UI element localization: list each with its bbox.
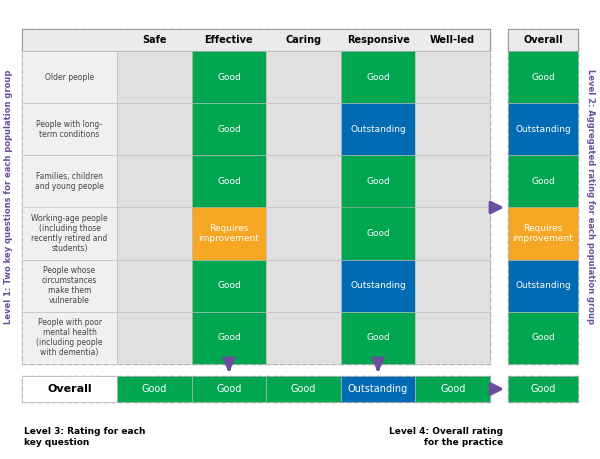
Text: Requires
improvement: Requires improvement (512, 224, 574, 243)
Bar (266, 376, 341, 402)
Text: Good: Good (531, 73, 555, 82)
Text: Outstanding: Outstanding (515, 125, 571, 134)
Bar (191, 155, 266, 207)
Bar (22, 155, 117, 207)
Bar (191, 260, 266, 312)
Text: People with poor
mental health
(including people
with dementia): People with poor mental health (includin… (36, 319, 103, 358)
Text: Older people: Older people (45, 73, 94, 82)
Text: Good: Good (216, 384, 242, 394)
Text: Level 3: Rating for each
key question: Level 3: Rating for each key question (24, 427, 146, 447)
Text: Level 1: Two key questions for each population group: Level 1: Two key questions for each popu… (4, 69, 14, 324)
Text: Overall: Overall (523, 35, 563, 45)
Text: People with long-
term conditions: People with long- term conditions (37, 120, 103, 139)
Text: Good: Good (530, 384, 556, 394)
Bar (191, 376, 266, 402)
Bar (508, 312, 578, 364)
Text: Families, children
and young people: Families, children and young people (35, 172, 104, 191)
Bar (341, 155, 415, 207)
Bar (415, 260, 490, 312)
Bar (22, 103, 117, 155)
Text: Safe: Safe (142, 35, 167, 45)
Text: People whose
circumstances
make them
vulnerable: People whose circumstances make them vul… (42, 266, 97, 305)
Bar (22, 376, 117, 402)
Bar (22, 312, 117, 364)
Text: Well-led: Well-led (430, 35, 475, 45)
Bar (22, 207, 117, 260)
Bar (341, 312, 415, 364)
Bar (266, 51, 341, 103)
Text: Outstanding: Outstanding (348, 384, 408, 394)
Bar (191, 103, 266, 155)
Bar (415, 51, 490, 103)
Bar (266, 312, 341, 364)
Text: Outstanding: Outstanding (350, 281, 406, 290)
Bar (341, 103, 415, 155)
Bar (266, 103, 341, 155)
Text: Effective: Effective (205, 35, 253, 45)
Text: Good: Good (366, 177, 390, 186)
Text: Working-age people
(including those
recently retired and
students): Working-age people (including those rece… (31, 214, 108, 253)
Bar (508, 155, 578, 207)
Bar (415, 103, 490, 155)
Text: Good: Good (142, 384, 167, 394)
Bar (191, 312, 266, 364)
Bar (266, 207, 341, 260)
Bar (117, 312, 191, 364)
Text: Level 4: Overall rating
for the practice: Level 4: Overall rating for the practice (389, 427, 503, 447)
Bar (117, 207, 191, 260)
Bar (415, 155, 490, 207)
Text: Good: Good (217, 73, 241, 82)
Bar (341, 51, 415, 103)
Text: Outstanding: Outstanding (515, 281, 571, 290)
Bar (266, 155, 341, 207)
Bar (415, 207, 490, 260)
Text: Responsive: Responsive (347, 35, 410, 45)
Bar (508, 51, 578, 103)
Bar (266, 260, 341, 312)
Bar (117, 260, 191, 312)
Text: Good: Good (531, 333, 555, 342)
Bar (22, 260, 117, 312)
Bar (508, 29, 578, 51)
Text: Good: Good (440, 384, 466, 394)
Bar (191, 207, 266, 260)
Bar (117, 376, 191, 402)
Bar (117, 155, 191, 207)
Text: Outstanding: Outstanding (350, 125, 406, 134)
Text: Good: Good (366, 333, 390, 342)
Bar (508, 207, 578, 260)
Text: Good: Good (217, 333, 241, 342)
Text: Good: Good (366, 229, 390, 238)
Bar (341, 207, 415, 260)
Text: Overall: Overall (47, 384, 92, 394)
Text: Good: Good (531, 177, 555, 186)
Bar (22, 29, 490, 51)
Bar (117, 103, 191, 155)
Bar (22, 376, 490, 402)
Bar (22, 29, 490, 364)
Text: Good: Good (291, 384, 316, 394)
Bar (508, 260, 578, 312)
Bar (415, 312, 490, 364)
Text: Caring: Caring (286, 35, 322, 45)
Text: Good: Good (217, 177, 241, 186)
Bar (508, 376, 578, 402)
Bar (508, 376, 578, 402)
Bar (22, 51, 117, 103)
Bar (341, 260, 415, 312)
Text: Good: Good (217, 281, 241, 290)
Bar (191, 51, 266, 103)
Bar (117, 51, 191, 103)
Bar (341, 376, 415, 402)
Text: Good: Good (366, 73, 390, 82)
Text: Level 2: Aggregated rating for each population group: Level 2: Aggregated rating for each popu… (587, 69, 595, 324)
Bar (415, 376, 490, 402)
Bar (508, 103, 578, 155)
Text: Requires
improvement: Requires improvement (199, 224, 259, 243)
Text: Good: Good (217, 125, 241, 134)
Bar (508, 29, 578, 364)
